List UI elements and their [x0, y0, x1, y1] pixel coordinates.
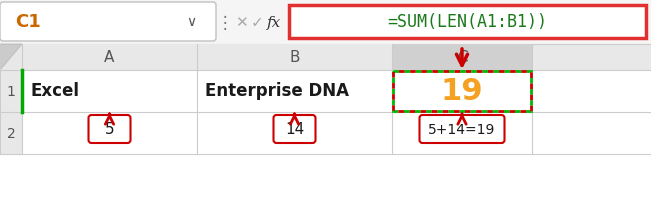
Bar: [22, 70, 197, 112]
Text: 14: 14: [285, 122, 304, 137]
Bar: [392, 70, 532, 112]
Bar: [197, 44, 392, 70]
Bar: [197, 70, 392, 112]
FancyBboxPatch shape: [273, 115, 316, 143]
Text: ∨: ∨: [186, 15, 196, 29]
Bar: [392, 112, 532, 154]
Bar: [0, 44, 651, 70]
Text: 5: 5: [105, 122, 115, 137]
Text: A: A: [104, 50, 115, 65]
Bar: [0, 70, 22, 112]
Text: 5+14=19: 5+14=19: [428, 123, 495, 136]
Text: Excel: Excel: [30, 83, 79, 100]
Bar: [0, 44, 22, 70]
Text: ⋮: ⋮: [217, 14, 233, 31]
Bar: [393, 71, 531, 111]
Bar: [0, 112, 22, 154]
Polygon shape: [0, 44, 22, 70]
Text: ✕: ✕: [234, 15, 247, 30]
Bar: [197, 112, 392, 154]
Text: B: B: [289, 50, 299, 65]
Bar: [22, 112, 197, 154]
Bar: [289, 5, 646, 38]
FancyBboxPatch shape: [0, 2, 216, 41]
Bar: [393, 71, 531, 111]
Text: C: C: [457, 50, 467, 65]
Text: 19: 19: [441, 77, 483, 106]
Text: ✓: ✓: [251, 15, 264, 30]
FancyBboxPatch shape: [419, 115, 505, 143]
Text: C1: C1: [15, 13, 41, 31]
Bar: [392, 44, 532, 70]
Bar: [0, 0, 651, 44]
Text: Enterprise DNA: Enterprise DNA: [205, 83, 349, 100]
Text: 1: 1: [7, 84, 16, 99]
Bar: [22, 44, 197, 70]
Text: 2: 2: [7, 126, 16, 140]
Text: =SUM(LEN(A1:B1)): =SUM(LEN(A1:B1)): [387, 13, 547, 31]
Text: fx: fx: [267, 16, 281, 30]
FancyBboxPatch shape: [89, 115, 130, 143]
